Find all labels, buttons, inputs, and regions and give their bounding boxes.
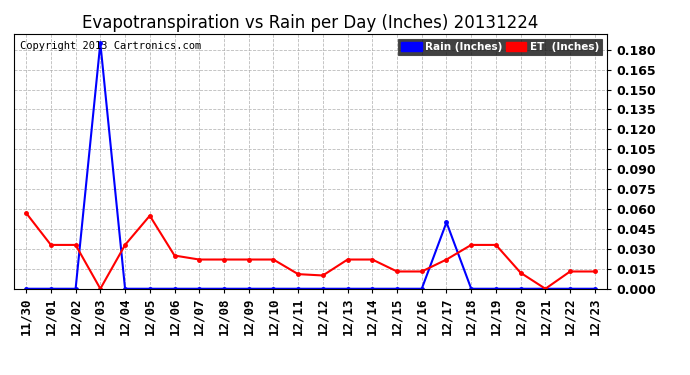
Title: Evapotranspiration vs Rain per Day (Inches) 20131224: Evapotranspiration vs Rain per Day (Inch… <box>82 14 539 32</box>
Text: Copyright 2013 Cartronics.com: Copyright 2013 Cartronics.com <box>20 41 201 51</box>
Legend: Rain (Inches), ET  (Inches): Rain (Inches), ET (Inches) <box>398 39 602 56</box>
